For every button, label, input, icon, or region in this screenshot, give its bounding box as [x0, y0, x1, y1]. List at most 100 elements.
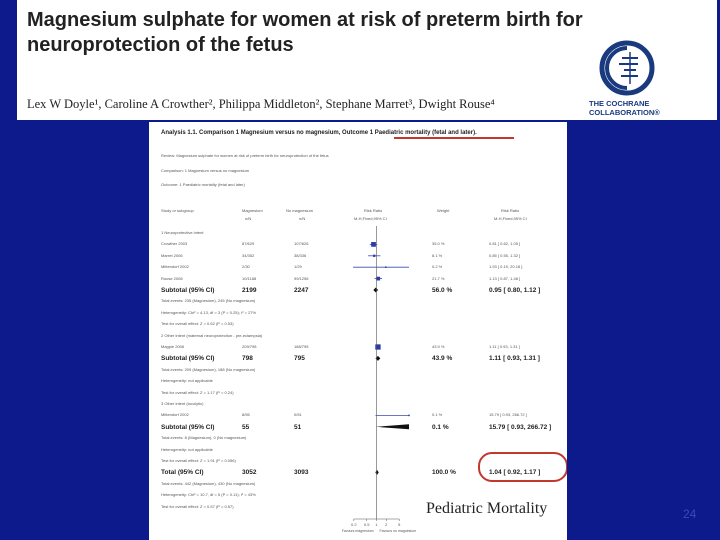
highlight-circle — [478, 452, 567, 482]
row-weight: 8.1 % — [432, 252, 443, 258]
row-label: Crowther 2003 — [161, 241, 188, 247]
highlight-underline — [394, 137, 514, 139]
row-weight: 0.1 % — [432, 423, 449, 431]
row-magnesium: 34/352 — [242, 252, 255, 258]
x-tick-label: 0.2 — [351, 522, 357, 527]
row-magnesium: 798 — [242, 355, 253, 363]
row-weight: 43.9 % — [432, 344, 445, 349]
row-magnesium: 2/30 — [242, 264, 250, 270]
estimate-marker — [373, 254, 376, 257]
estimate-marker — [371, 242, 376, 247]
forest-plot-figure: Analysis 1.1. Comparison 1 Magnesium ver… — [149, 122, 567, 540]
summary-diamond — [375, 355, 381, 361]
row-magnesium: 87/629 — [242, 241, 255, 247]
header-method-2: M-H,Fixed,95% CI — [494, 216, 527, 221]
forest-plot: 0.2 0.5 1 2 5 Favours magnesium Favours no mag… — [342, 226, 417, 533]
cochrane-logo-icon — [599, 40, 655, 96]
row-label: Test for overall effect: Z = 0.57 (P = 0… — [161, 503, 234, 509]
row-label: Total events: 235 (Magnesium), 245 (No m… — [161, 298, 256, 304]
row-label: Test for overall effect: Z = 1.17 (P = 0… — [161, 389, 234, 395]
page-number: 24 — [683, 507, 697, 521]
row-risk-ratio: 1.93 [ 0.19, 20.18 ] — [489, 264, 523, 270]
row-weight: 21.7 % — [432, 275, 445, 281]
comparison-line: Comparison: 1 Magnesium versus no magnes… — [161, 168, 250, 173]
row-weight: 0.2 % — [432, 264, 443, 270]
row-label: Subtotal (95% CI) — [161, 355, 215, 363]
row-no-magnesium: 2247 — [294, 287, 309, 294]
estimate-marker — [385, 266, 387, 268]
estimate-marker — [376, 276, 381, 281]
row-label: Subtotal (95% CI) — [161, 423, 215, 431]
row-label: 3 Other intent (tocolytic) — [161, 401, 204, 406]
title-banner: Magnesium sulphate for women at risk of … — [17, 0, 717, 120]
row-risk-ratio: 0.81 [ 0.62, 1.05 ] — [489, 241, 521, 247]
header-weight: Weight — [437, 208, 450, 213]
row-label: Heterogeneity: not applicable — [161, 378, 213, 384]
row-label: Rouse 2008 — [161, 275, 183, 281]
row-no-magnesium: 107/626 — [294, 241, 309, 247]
favours-right-label: Favours no magnesium — [380, 529, 417, 533]
header-n-2: n/N — [299, 216, 306, 221]
x-tick-label: 0.5 — [364, 522, 370, 527]
row-weight: 35.0 % — [432, 241, 445, 247]
header-no-magnesium: No magnesium — [286, 208, 313, 213]
row-label: Total (95% CI) — [161, 469, 204, 477]
row-risk-ratio: 1.11 [ 0.93, 1.31 ] — [489, 355, 540, 363]
row-risk-ratio: 1.13 [ 0.87, 1.48 ] — [489, 275, 521, 281]
row-no-magnesium: 3093 — [294, 469, 309, 477]
row-label: 1 Neuroprotective intent — [161, 230, 204, 235]
x-tick-label: 5 — [398, 522, 401, 527]
row-label: Total events: 8 (Magnesium), 0 (No magne… — [161, 435, 247, 441]
x-tick-label: 1 — [375, 522, 378, 527]
header-method: M-H,Fixed,95% CI — [354, 216, 387, 221]
row-no-magnesium: 1/29 — [294, 264, 302, 270]
analysis-title: Analysis 1.1. Comparison 1 Magnesium ver… — [161, 130, 477, 136]
row-no-magnesium: 795 — [294, 355, 305, 363]
row-label: Test for overall effect: Z = 1.91 (P = 0… — [161, 458, 236, 463]
row-no-magnesium: 99/1256 — [294, 275, 309, 281]
row-magnesium: 55 — [242, 423, 250, 431]
row-no-magnesium: 188/795 — [294, 344, 309, 349]
summary-diamond — [375, 469, 379, 475]
header-risk-ratio: Risk Ratio — [364, 208, 383, 213]
review-line: Review: Magnesium sulphate for women at … — [161, 153, 329, 158]
row-magnesium: 2199 — [242, 287, 257, 294]
row-label: 2 Other intent (maternal neuroprotection… — [161, 332, 263, 338]
caption: Pediatric Mortality — [426, 500, 548, 517]
slide-title: Magnesium sulphate for women at risk of … — [27, 9, 583, 56]
favours-left-label: Favours magnesium — [342, 529, 374, 533]
row-no-magnesium: 38/336 — [294, 252, 307, 258]
summary-diamond — [375, 424, 409, 430]
header-magnesium: Magnesium — [242, 208, 263, 213]
row-label: Subtotal (95% CI) — [161, 287, 215, 294]
row-label: Magpie 2006 — [161, 344, 185, 349]
row-label: Mittendorf 2002 — [161, 264, 189, 270]
row-weight: 100.0 % — [432, 469, 456, 477]
row-risk-ratio: 0.85 [ 0.55, 1.32 ] — [489, 252, 521, 258]
row-risk-ratio: 1.04 [ 0.92, 1.17 ] — [489, 469, 541, 477]
row-label: Heterogeneity: Chi² = 4.13, df = 3 (P = … — [161, 309, 257, 315]
header-study: Study or subgroup — [161, 208, 194, 213]
outcome-line: Outcome: 1 Paediatric mortality (fetal a… — [161, 182, 245, 187]
x-tick-label: 2 — [385, 522, 388, 527]
row-no-magnesium: 0/51 — [294, 412, 302, 418]
row-magnesium: 209/798 — [242, 344, 257, 349]
row-label: Test for overall effect: Z = 0.62 (P = 0… — [161, 321, 234, 327]
row-no-magnesium: 51 — [294, 423, 302, 431]
row-weight: 0.1 % — [432, 412, 443, 418]
row-magnesium: 3052 — [242, 469, 257, 477]
estimate-marker — [408, 414, 410, 417]
author-list: Lex W Doyle¹, Caroline A Crowther², Phil… — [27, 97, 495, 111]
row-risk-ratio: 0.95 [ 0.80, 1.12 ] — [489, 287, 541, 294]
row-label: Total events: 442 (Magnesium), 430 (No m… — [161, 480, 256, 486]
row-label: Mittendorf 2002 — [161, 412, 189, 418]
row-risk-ratio: 1.11 [ 0.93, 1.31 ] — [489, 344, 520, 349]
row-label: Marret 2006 — [161, 252, 183, 258]
row-risk-ratio: 15.79 [ 0.93, 266.72 ] — [489, 412, 527, 418]
summary-diamond — [373, 287, 379, 293]
row-magnesium: 10/1188 — [242, 275, 257, 281]
header-risk-ratio-2: Risk Ratio — [501, 208, 520, 213]
row-weight: 43.9 % — [432, 355, 453, 363]
row-weight: 56.0 % — [432, 287, 453, 294]
row-magnesium: 8/55 — [242, 412, 250, 418]
